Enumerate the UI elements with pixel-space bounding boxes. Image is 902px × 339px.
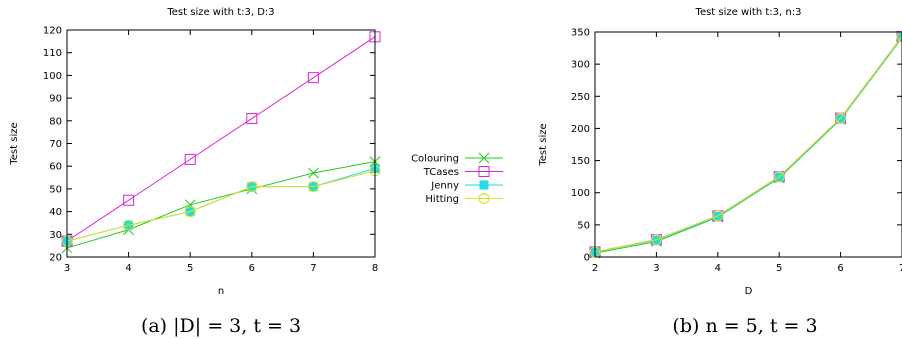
chart-b-title: Test size with t:3, n:3 (695, 7, 802, 18)
legend-marker-tcases (478, 166, 490, 177)
chart-a-ytick-label: 50 (49, 184, 62, 195)
chart-a-ytick-label: 110 (43, 48, 62, 59)
chart-a-ytick-label: 80 (49, 116, 62, 127)
chart-b-point-jenny (897, 32, 902, 42)
legend-marker-colouring (478, 152, 490, 164)
chart-a-point-colouring (308, 167, 319, 179)
chart-a-frame (66, 29, 376, 258)
chart-b-series-colouring-line (594, 37, 902, 254)
chart-a-point-tcases (123, 194, 135, 206)
chart-b-xtick-label: 7 (899, 263, 902, 274)
legend-marker-jenny (479, 180, 489, 190)
chart-b-point-hitting (835, 112, 847, 124)
chart-b-series-tcases-line (594, 36, 902, 253)
chart-a-point-tcases (184, 153, 196, 165)
chart-b-ytick-label: 300 (571, 60, 590, 71)
legend-label-tcases: TCases (423, 167, 459, 178)
chart-b: Test size with t:3, n:3 0 50 100 150 200 250 30… (538, 7, 902, 337)
chart-a-xtick-label: 3 (64, 263, 70, 274)
chart-a-ytick-label: 40 (49, 207, 62, 218)
legend: Colouring TCases Jenny Hitting (411, 152, 503, 205)
chart-a-point-hitting (246, 181, 258, 193)
chart-a-xtick-label: 6 (249, 263, 255, 274)
chart-a-point-hitting (307, 181, 319, 193)
chart-b-ylabel: Test size (538, 123, 549, 166)
chart-b-ytick-label: 150 (571, 156, 590, 167)
legend-label-jenny: Jenny (430, 181, 459, 192)
chart-b-point-hitting (650, 234, 662, 246)
chart-b-ytick-label: 50 (577, 220, 590, 231)
chart-a: Test size with t:3, D:3 20 30 40 50 60 70 80 90 1… (9, 7, 381, 337)
chart-a-ytick-label: 70 (49, 139, 62, 150)
chart-b-ytick-label: 100 (571, 188, 590, 199)
chart-a-ytick-label: 100 (43, 71, 62, 82)
chart-a-ylabel: Test size (9, 122, 20, 165)
chart-b-point-hitting (773, 171, 785, 183)
chart-b-xtick-label: 3 (653, 263, 659, 274)
legend-label-hitting: Hitting (425, 194, 459, 205)
chart-b-xtick-label: 2 (592, 263, 598, 274)
chart-a-xlabel: n (218, 286, 224, 297)
chart-b-point-hitting (712, 210, 724, 222)
chart-a-series-tcases-line (66, 36, 376, 242)
chart-a-series-colouring-line (66, 161, 376, 249)
chart-a-point-hitting (123, 219, 135, 231)
chart-a-ytick-label: 30 (49, 230, 62, 241)
chart-b-series-jenny-line (594, 36, 902, 253)
chart-b-ytick-label: 200 (571, 124, 590, 135)
chart-b-xtick-label: 4 (715, 263, 721, 274)
chart-a-xtick-label: 4 (125, 263, 131, 274)
chart-b-series-hitting-line (594, 36, 902, 253)
chart-a-series-jenny-line (66, 167, 376, 242)
chart-a-ytick-label: 90 (49, 94, 62, 105)
chart-a-ytick-label: 60 (49, 162, 62, 173)
legend-label-colouring: Colouring (411, 154, 459, 165)
legend-marker-hitting (478, 193, 490, 204)
chart-a-point-tcases (246, 113, 258, 125)
chart-b-ytick-label: 0 (584, 253, 590, 264)
chart-a-ytick-label: 20 (49, 253, 62, 264)
chart-a-ytick-label: 120 (43, 26, 62, 37)
chart-b-ytick-label: 350 (571, 28, 590, 39)
chart-b-xlabel: D (745, 286, 753, 297)
chart-a-caption: (a) |D| = 3, t = 3 (141, 315, 301, 337)
chart-a-xtick-label: 7 (310, 263, 316, 274)
chart-b-xtick-label: 6 (837, 263, 843, 274)
chart-b-xtick-label: 5 (776, 263, 782, 274)
chart-a-title: Test size with t:3, D:3 (166, 7, 274, 18)
chart-b-point-hitting (896, 31, 902, 42)
chart-b-frame (594, 31, 902, 258)
chart-a-series-hitting-line (66, 170, 376, 242)
chart-a-xtick-label: 5 (187, 263, 193, 274)
chart-a-point-hitting (184, 206, 196, 218)
chart-b-ytick-label: 250 (571, 92, 590, 103)
chart-b-caption: (b) n = 5, t = 3 (672, 315, 817, 337)
chart-a-point-tcases (307, 72, 319, 84)
chart-a-xtick-label: 8 (372, 263, 378, 274)
